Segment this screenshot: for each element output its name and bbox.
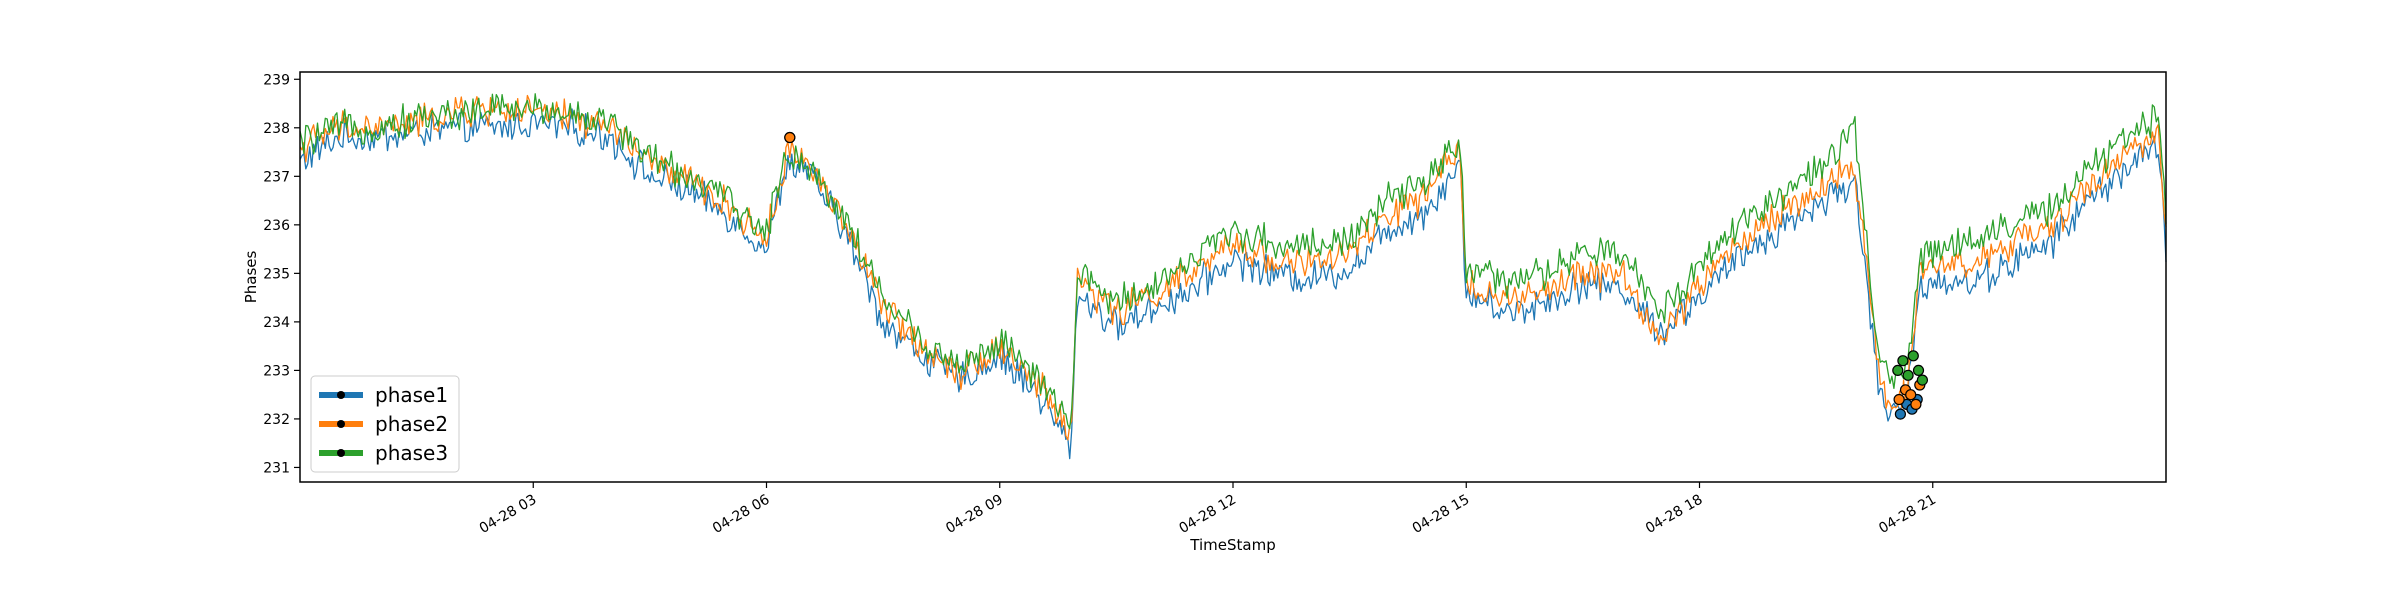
- x-tick-label: 04-28 09: [943, 492, 1006, 537]
- marker-layer: [784, 131, 1929, 420]
- marker-phase3: [1902, 369, 1914, 381]
- legend-marker-phase3: [337, 449, 345, 457]
- legend-marker-phase2: [337, 420, 345, 428]
- y-tick-label: 236: [263, 218, 290, 234]
- marker-phase1: [1894, 408, 1907, 420]
- x-tick-label: 04-28 21: [1876, 492, 1939, 537]
- y-tick-label: 237: [263, 169, 290, 185]
- y-tick-label: 233: [263, 363, 290, 379]
- y-axis-label: Phases: [242, 251, 260, 304]
- series-line-phase2: [299, 94, 2167, 441]
- legend-marker-phase1: [337, 391, 345, 399]
- legend-label-phase3: phase3: [375, 441, 448, 465]
- marker-phase3: [1916, 374, 1929, 386]
- marker-phase3: [1907, 350, 1919, 362]
- legend-label-phase1: phase1: [375, 383, 448, 407]
- x-tick-label: 04-28 18: [1643, 492, 1706, 537]
- marker-phase3: [1892, 364, 1904, 376]
- y-tick-label: 238: [263, 121, 290, 137]
- marker-phase3: [1897, 355, 1909, 367]
- marker-phase2: [1910, 398, 1922, 410]
- marker-phase2: [1893, 393, 1905, 406]
- legend-box: [310, 375, 460, 473]
- plot-background: [300, 72, 2166, 482]
- marker-phase2: [1905, 389, 1917, 401]
- legend: phase1 phase2 phase3: [310, 375, 460, 473]
- marker-phase2: [784, 131, 796, 144]
- x-tick-label: 04-28 03: [477, 492, 540, 537]
- legend-label-phase2: phase2: [375, 412, 448, 436]
- y-tick-label: 234: [263, 315, 290, 331]
- series-layer: [299, 93, 2167, 460]
- y-tick-label: 231: [263, 460, 290, 476]
- x-tick-label: 04-28 15: [1410, 492, 1473, 537]
- x-axis: 04-28 03 04-28 06 04-28 09 04-28 12 04-28 15…: [477, 482, 1939, 537]
- x-axis-label: TimeStamp: [1189, 536, 1275, 554]
- y-tick-label: 232: [263, 412, 290, 428]
- marker-phase3: [1912, 364, 1925, 376]
- x-tick-label: 04-28 06: [710, 492, 773, 537]
- x-tick-label: 04-28 12: [1176, 492, 1239, 537]
- series-line-phase3: [299, 93, 2167, 430]
- y-axis: 231 232 233 234 235 236 237 238 239: [263, 72, 300, 476]
- y-tick-label: 239: [263, 72, 290, 88]
- y-tick-label: 235: [263, 266, 290, 282]
